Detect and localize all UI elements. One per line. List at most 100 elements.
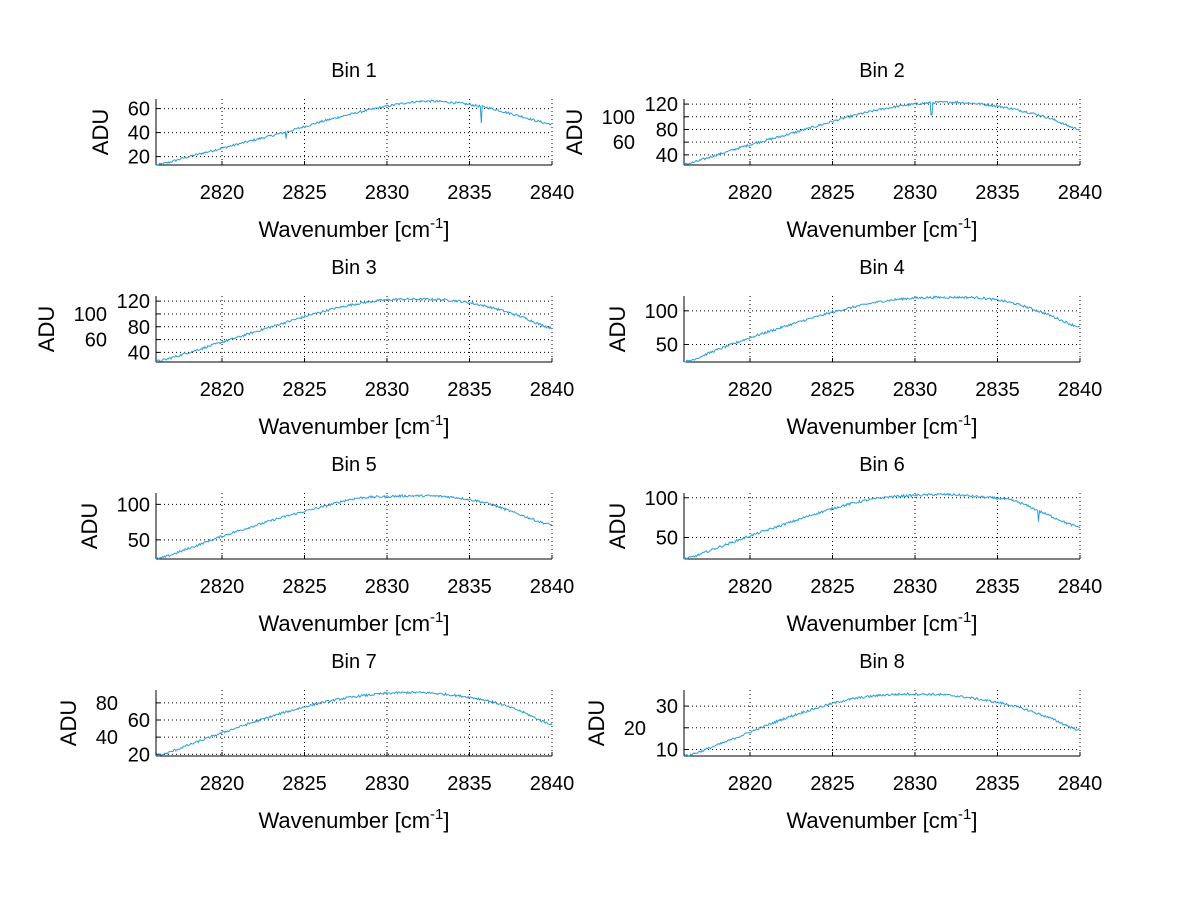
subplot-bin-7: 2820 2825 2830 2835 2840 20 40 60 80 Bin 7 Wavenum… bbox=[56, 651, 574, 833]
y-tick-label: 50 bbox=[128, 530, 150, 552]
x-tick-label: 2825 bbox=[810, 379, 855, 401]
x-axis-label: Wavenumber [cm-1] bbox=[258, 609, 449, 636]
y-tick-label: 60 bbox=[128, 99, 150, 121]
x-tick-label: 2830 bbox=[365, 379, 410, 401]
subplot-title: Bin 4 bbox=[859, 257, 905, 279]
subplot-bin-5: 2820 2825 2830 2835 2840 50 100 Bin 5 Wavenumber… bbox=[77, 454, 574, 636]
x-axis-label-sup: -1 bbox=[430, 806, 443, 823]
x-tick-label: 2840 bbox=[1058, 182, 1103, 204]
x-axis-label-sup: -1 bbox=[958, 412, 971, 429]
subplot-title: Bin 7 bbox=[331, 651, 377, 673]
x-tick-label: 2825 bbox=[282, 182, 327, 204]
x-tick-label: 2835 bbox=[975, 773, 1020, 795]
y-tick-label: 50 bbox=[656, 334, 678, 356]
y-tick-label: 100 bbox=[117, 494, 150, 516]
y-tick-label: 80 bbox=[96, 693, 118, 715]
x-tick-label: 2835 bbox=[975, 576, 1020, 598]
y-tick-label: 20 bbox=[128, 744, 150, 766]
x-axis-label-close: ] bbox=[971, 217, 977, 242]
x-tick-label: 2825 bbox=[810, 576, 855, 598]
x-tick-label: 2830 bbox=[365, 182, 410, 204]
x-tick-label: 2820 bbox=[200, 576, 245, 598]
x-tick-label: 2835 bbox=[975, 182, 1020, 204]
x-axis-label-base: Wavenumber [cm bbox=[786, 808, 958, 833]
y-tick-label: 40 bbox=[128, 342, 150, 364]
x-tick-label: 2835 bbox=[447, 773, 492, 795]
y-axis-label: ADU bbox=[605, 503, 630, 549]
x-axis-label-close: ] bbox=[971, 611, 977, 636]
x-tick-label: 2835 bbox=[975, 379, 1020, 401]
spectrum-line bbox=[683, 692, 1081, 757]
x-axis-label-base: Wavenumber [cm bbox=[258, 611, 430, 636]
x-axis-label: Wavenumber [cm-1] bbox=[786, 215, 977, 242]
x-tick-label: 2830 bbox=[365, 773, 410, 795]
spectrum-line bbox=[155, 690, 553, 757]
x-tick-label: 2835 bbox=[447, 182, 492, 204]
y-tick-label: 120 bbox=[117, 291, 150, 313]
x-tick-label: 2830 bbox=[893, 773, 938, 795]
x-tick-label: 2830 bbox=[893, 182, 938, 204]
y-tick-label: 60 bbox=[613, 132, 635, 154]
y-axis-label: ADU bbox=[584, 700, 609, 746]
y-tick-label: 20 bbox=[624, 718, 646, 740]
y-tick-label: 100 bbox=[602, 107, 635, 129]
y-tick-label: 50 bbox=[656, 528, 678, 550]
y-axis-label: ADU bbox=[56, 700, 81, 746]
x-axis-label: Wavenumber [cm-1] bbox=[258, 806, 449, 833]
y-tick-label: 60 bbox=[85, 330, 107, 352]
x-axis-label-close: ] bbox=[443, 808, 449, 833]
x-tick-label: 2840 bbox=[530, 379, 575, 401]
x-tick-label: 2840 bbox=[1058, 379, 1103, 401]
x-tick-label: 2835 bbox=[447, 379, 492, 401]
y-tick-label: 100 bbox=[645, 301, 678, 323]
x-axis-label-sup: -1 bbox=[958, 609, 971, 626]
x-axis-label-sup: -1 bbox=[430, 412, 443, 429]
x-tick-label: 2830 bbox=[365, 576, 410, 598]
spectrum-line bbox=[155, 99, 553, 166]
subplot-bin-3: 2820 2825 2830 2835 2840 40 60 80 100 120 Bin 3 Wav… bbox=[34, 257, 574, 439]
y-tick-label: 80 bbox=[656, 119, 678, 141]
x-tick-label: 2825 bbox=[810, 773, 855, 795]
subplot-bin-8: 2820 2825 2830 2835 2840 10 20 30 Bin 8 Wavenumbe… bbox=[584, 651, 1102, 833]
x-tick-label: 2840 bbox=[530, 182, 575, 204]
spectrum-line bbox=[684, 295, 1081, 363]
y-axis-label: ADU bbox=[77, 503, 102, 549]
x-tick-label: 2840 bbox=[1058, 576, 1103, 598]
subplot-bin-6: 2820 2825 2830 2835 2840 50 100 Bin 6 Wavenumber… bbox=[605, 454, 1102, 636]
x-tick-label: 2825 bbox=[282, 773, 327, 795]
x-tick-label: 2820 bbox=[728, 182, 773, 204]
subplot-title: Bin 1 bbox=[331, 60, 377, 82]
x-axis-label-base: Wavenumber [cm bbox=[258, 414, 430, 439]
y-tick-label: 80 bbox=[128, 317, 150, 339]
subplot-title: Bin 5 bbox=[331, 454, 377, 476]
x-axis-label-close: ] bbox=[443, 611, 449, 636]
x-axis-label-close: ] bbox=[971, 808, 977, 833]
x-tick-label: 2835 bbox=[447, 576, 492, 598]
subplot-title: Bin 6 bbox=[859, 454, 905, 476]
x-axis-label-sup: -1 bbox=[430, 215, 443, 232]
y-tick-label: 120 bbox=[645, 94, 678, 116]
x-axis-label-base: Wavenumber [cm bbox=[786, 611, 958, 636]
x-tick-label: 2840 bbox=[530, 773, 575, 795]
y-tick-label: 40 bbox=[656, 145, 678, 167]
x-axis-label-sup: -1 bbox=[958, 215, 971, 232]
x-axis-label-base: Wavenumber [cm bbox=[786, 414, 958, 439]
y-tick-label: 30 bbox=[656, 696, 678, 718]
x-axis-label: Wavenumber [cm-1] bbox=[258, 215, 449, 242]
subplot-bin-4: 2820 2825 2830 2835 2840 50 100 Bin 4 Wavenumber… bbox=[605, 257, 1102, 439]
x-axis-label-close: ] bbox=[443, 217, 449, 242]
x-tick-label: 2820 bbox=[200, 379, 245, 401]
y-axis-label: ADU bbox=[562, 109, 587, 155]
spectrum-line bbox=[155, 494, 553, 560]
x-tick-label: 2820 bbox=[200, 773, 245, 795]
spectrum-line bbox=[155, 297, 553, 362]
x-axis-label-base: Wavenumber [cm bbox=[258, 217, 430, 242]
x-axis-label-base: Wavenumber [cm bbox=[786, 217, 958, 242]
x-axis-label-base: Wavenumber [cm bbox=[258, 808, 430, 833]
x-axis-label-close: ] bbox=[971, 414, 977, 439]
y-axis-label: ADU bbox=[34, 306, 59, 352]
subplot-bin-2: 2820 2825 2830 2835 2840 40 60 80 100 120 Bin 2 Wav… bbox=[562, 60, 1102, 242]
x-axis-label-sup: -1 bbox=[430, 609, 443, 626]
